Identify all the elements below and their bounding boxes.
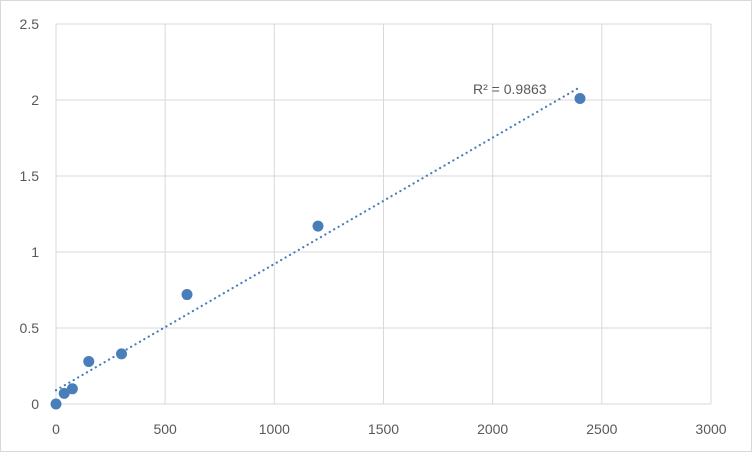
x-tick-label: 1000: [259, 421, 290, 437]
data-point: [574, 92, 586, 104]
x-tick-label: 3000: [695, 421, 726, 437]
y-tick-label: 2: [31, 92, 39, 108]
gridlines: [55, 23, 712, 405]
y-tick-label: 1.5: [20, 168, 40, 184]
x-tick-label: 2000: [477, 421, 508, 437]
x-tick-label: 0: [52, 421, 60, 437]
data-points: [50, 92, 586, 410]
r-squared-label: R² = 0.9863: [473, 81, 547, 97]
y-tick-label: 2.5: [20, 16, 40, 32]
data-point: [66, 383, 78, 395]
x-tick-label: 500: [153, 421, 177, 437]
x-tick-label: 2500: [586, 421, 617, 437]
y-tick-label: 0: [31, 396, 39, 412]
data-point: [312, 220, 324, 232]
tick-labels: 0 500 1000 1500 2000 2500 3000 0 0.5 1 1.5 2 2.5: [20, 16, 727, 437]
data-point: [83, 355, 95, 367]
y-tick-label: 0.5: [20, 320, 40, 336]
data-point: [116, 348, 127, 360]
x-tick-label: 1500: [368, 421, 399, 437]
trendline-line: [54, 86, 582, 392]
trendline: [54, 86, 582, 392]
data-point: [58, 387, 70, 399]
y-tick-label: 1: [31, 244, 39, 260]
data-point: [50, 398, 62, 410]
data-point: [181, 289, 193, 301]
